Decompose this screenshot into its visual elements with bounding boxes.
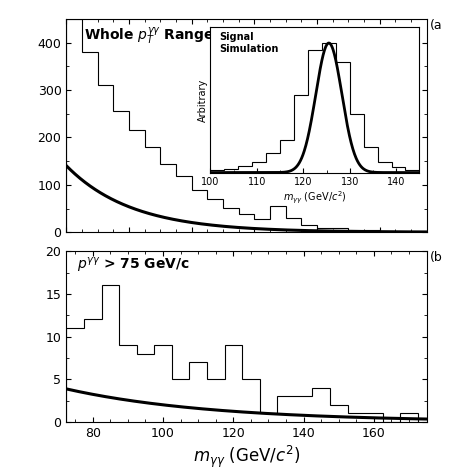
X-axis label: $m_{\gamma\gamma}$ (GeV/$c^2$): $m_{\gamma\gamma}$ (GeV/$c^2$) (193, 444, 300, 470)
Text: $p^{\gamma\gamma}$ > 75 GeV/c: $p^{\gamma\gamma}$ > 75 GeV/c (77, 256, 190, 275)
Text: (b: (b (430, 251, 443, 264)
Text: Whole $p_T^{\gamma\gamma}$ Range: Whole $p_T^{\gamma\gamma}$ Range (84, 26, 215, 46)
Text: (a: (a (430, 19, 443, 32)
